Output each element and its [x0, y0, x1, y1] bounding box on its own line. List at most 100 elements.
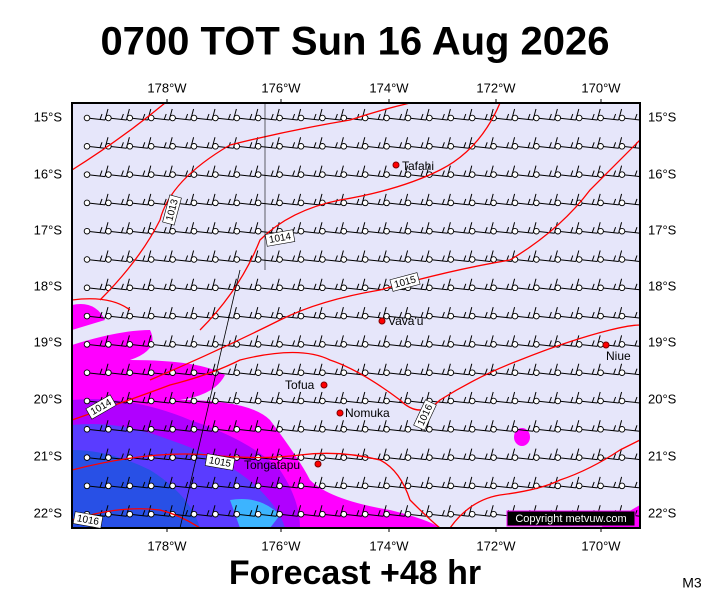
barb-feather [661, 137, 664, 148]
isobar-value: 1016 [76, 513, 100, 528]
wind-barb [319, 165, 344, 178]
barb-station [597, 199, 604, 207]
barb-feather [399, 453, 403, 460]
place-label: Tafahi [402, 159, 434, 173]
barb-station [233, 171, 241, 178]
barb-feather [334, 368, 338, 375]
barb-feather [206, 510, 210, 516]
barb-feather [313, 255, 317, 262]
barb-feather [120, 113, 124, 120]
barb-station [83, 227, 91, 235]
barb-feather [377, 481, 381, 488]
barb-feather [227, 170, 231, 177]
barb-feather [185, 311, 189, 318]
barb-station [554, 284, 562, 292]
barb-feather [613, 453, 617, 460]
barb-station [575, 341, 583, 348]
barb-station [468, 341, 476, 348]
wind-barb [490, 306, 516, 320]
wind-barb [447, 250, 473, 263]
barb-feather [356, 453, 360, 460]
barb-feather [356, 283, 360, 290]
wind-barb [169, 137, 195, 150]
barb-station [426, 341, 433, 348]
isobar-label: 1015 [389, 272, 421, 292]
wind-barb [233, 222, 259, 235]
barb-station [618, 227, 626, 235]
barb-station [641, 313, 647, 319]
isobar-label-box [72, 511, 104, 529]
barb-station [641, 200, 647, 206]
wind-barb [426, 108, 451, 122]
barb-station [83, 426, 91, 433]
lat-label: 19°S [648, 334, 677, 349]
barb-feather [548, 198, 552, 205]
barb-feather [591, 113, 595, 120]
barb-feather [249, 311, 253, 318]
wind-barb [105, 335, 130, 348]
wind-barb [276, 505, 302, 518]
barb-feather [377, 368, 381, 375]
wind-barb [254, 306, 280, 320]
barb-feather [591, 453, 595, 460]
barb-feather [249, 510, 253, 516]
barb-station [597, 143, 604, 150]
barb-station [147, 426, 155, 433]
barb-station [83, 256, 91, 263]
barb-station [105, 227, 112, 235]
barb-feather [163, 425, 167, 431]
barb-feather [548, 340, 552, 347]
barb-feather [270, 283, 274, 290]
barb-station [575, 454, 583, 461]
barb-feather [249, 113, 253, 120]
isobar-label: 1013 [162, 194, 182, 226]
barb-station [169, 256, 176, 263]
wind-barb [511, 420, 537, 433]
barb-feather [249, 481, 253, 488]
barb-station [276, 143, 283, 150]
barb-feather [399, 255, 403, 262]
barb-feather [441, 227, 445, 233]
barb-station [597, 284, 604, 292]
lat-label: 17°S [648, 222, 677, 237]
barb-feather [377, 227, 381, 233]
lon-label: 172°W [476, 538, 516, 553]
barb-feather [548, 283, 552, 290]
barb-feather [163, 227, 167, 233]
barb-feather [334, 481, 338, 488]
lon-label: 174°W [369, 538, 409, 553]
barb-feather [185, 425, 189, 431]
wind-barb [276, 108, 302, 122]
wind-barb [383, 363, 409, 376]
wind-barb [361, 137, 387, 150]
barb-station [212, 482, 219, 490]
barb-station [340, 397, 348, 405]
barb-feather [399, 425, 403, 431]
barb-feather [270, 255, 274, 262]
barb-station [126, 341, 134, 348]
barb-feather [399, 113, 403, 120]
barb-station [447, 227, 455, 235]
wind-barb [618, 113, 640, 122]
barb-shaft [643, 429, 661, 431]
wind-barb [511, 165, 537, 178]
wind-barb [276, 420, 302, 433]
barb-feather [484, 255, 488, 262]
barb-feather [292, 510, 296, 516]
barb-station [212, 114, 219, 122]
wind-barb [404, 391, 430, 405]
wind-barb [126, 306, 152, 320]
barb-station [126, 256, 134, 263]
barb-feather [484, 340, 488, 347]
barb-station [105, 312, 112, 320]
barb-station [276, 256, 283, 263]
barb-feather [506, 198, 510, 205]
wind-barb [169, 306, 195, 320]
wind-barb [468, 391, 494, 405]
barb-feather [142, 311, 146, 318]
barb-station [511, 454, 519, 461]
barb-station [641, 144, 647, 150]
wind-barb [618, 368, 640, 376]
barb-station [297, 369, 305, 376]
barb-station [361, 397, 369, 405]
